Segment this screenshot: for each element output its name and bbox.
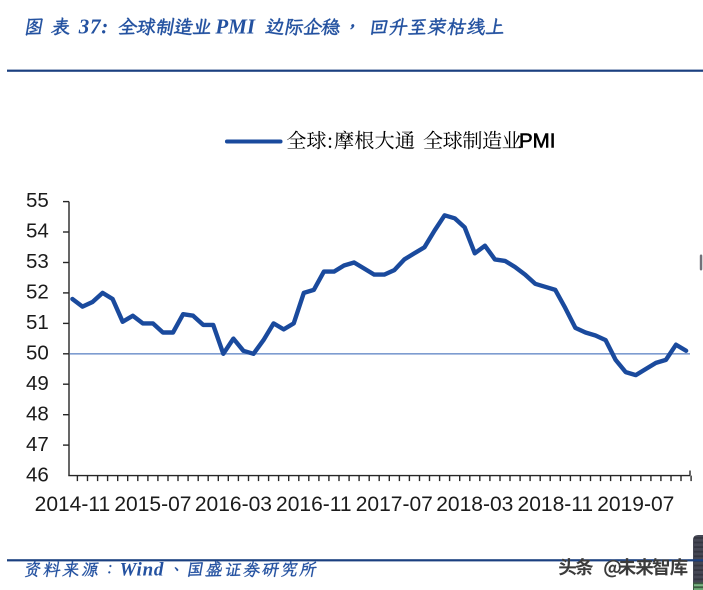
svg-text:55: 55 — [26, 189, 49, 212]
svg-text:2015-07: 2015-07 — [114, 493, 191, 516]
svg-text:PMI: PMI — [519, 130, 555, 153]
svg-text:51: 51 — [26, 311, 49, 334]
svg-text:47: 47 — [26, 433, 49, 456]
svg-text:48: 48 — [26, 402, 49, 425]
svg-text:46: 46 — [26, 463, 49, 486]
svg-text:2016-03: 2016-03 — [195, 493, 272, 516]
svg-text:Wind: Wind — [120, 559, 165, 580]
svg-text:2016-11: 2016-11 — [276, 493, 352, 516]
svg-text:54: 54 — [26, 220, 49, 243]
svg-text:2019-07: 2019-07 — [597, 493, 674, 516]
svg-text:2018-11: 2018-11 — [518, 493, 594, 516]
svg-text:49: 49 — [26, 372, 49, 395]
svg-text:2014-11: 2014-11 — [35, 493, 111, 516]
svg-text:2017-07: 2017-07 — [356, 493, 433, 516]
svg-text:52: 52 — [26, 281, 49, 304]
svg-text:53: 53 — [26, 250, 49, 273]
svg-text:PMI: PMI — [214, 15, 256, 39]
svg-text:37:: 37: — [78, 15, 109, 39]
svg-text:2018-03: 2018-03 — [436, 493, 513, 516]
svg-text:50: 50 — [26, 342, 49, 365]
